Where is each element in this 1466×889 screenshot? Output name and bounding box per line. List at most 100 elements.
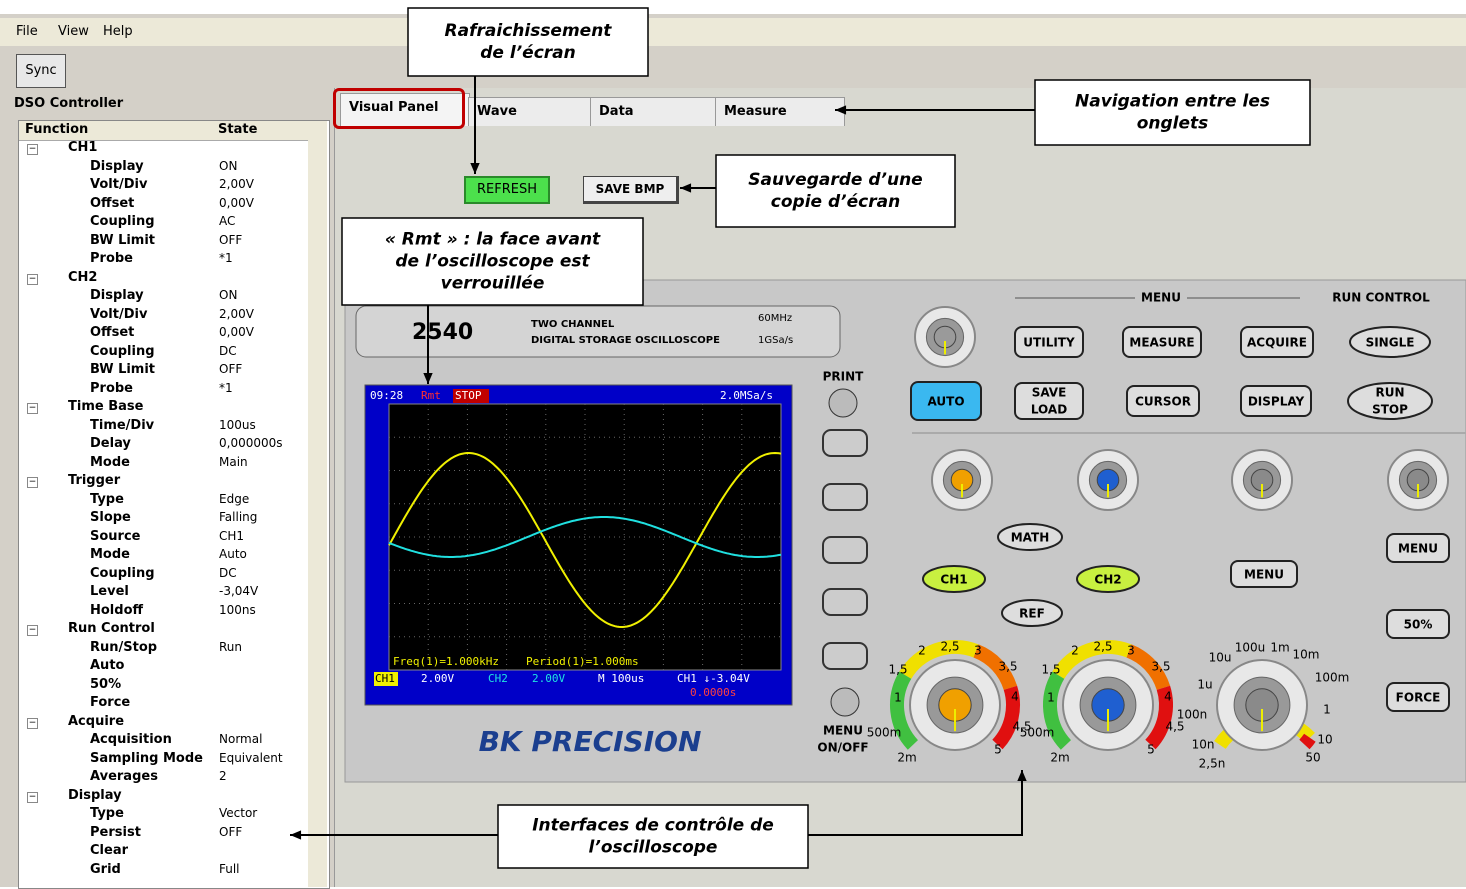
button-label: DISPLAY [1248, 395, 1305, 409]
annotation-box [716, 155, 955, 227]
dial-arc [1304, 738, 1309, 745]
label: MENU [823, 724, 863, 738]
dial-label: 5 [994, 743, 1002, 757]
dial-label: 3,5 [1151, 660, 1170, 674]
button-label: CURSOR [1135, 395, 1191, 409]
dial-label: 10 [1317, 733, 1332, 747]
dial-label: 1 [1323, 703, 1331, 717]
dial-label: 3 [1127, 644, 1135, 658]
annotation-box [498, 805, 808, 868]
annotation-text: de l’oscilloscope est [395, 252, 590, 272]
dial-label: 2,5 [940, 640, 959, 654]
dial-label: 500m [1020, 726, 1055, 740]
button-label: CH2 [1094, 573, 1121, 587]
arrow-head [835, 105, 846, 114]
screen-text: 0.0000s [690, 686, 736, 699]
label: PRINT [823, 370, 865, 384]
brand: BK PRECISION [479, 725, 702, 758]
button-label: UTILITY [1023, 336, 1075, 350]
button-label: MENU [1398, 542, 1438, 556]
dial-label: 2 [918, 644, 926, 658]
screen-text: 09:28 [370, 389, 403, 402]
button-label: RUN [1375, 386, 1404, 400]
annotation-text: Rafraichissement [445, 21, 613, 41]
dial-label: 10n [1192, 738, 1215, 752]
button-label: LOAD [1031, 403, 1067, 417]
button-label: MEASURE [1129, 336, 1194, 350]
dial-label: 4,5 [1165, 720, 1184, 734]
screen-text: STOP [455, 389, 482, 402]
button-label: MATH [1011, 531, 1050, 545]
dial-label: 100n [1177, 708, 1208, 722]
dial-label: 4 [1164, 690, 1172, 704]
annotation-text: l’oscilloscope [589, 838, 718, 858]
arrow-head [680, 183, 691, 192]
button-label: CH1 [940, 573, 967, 587]
dial-label: 50 [1305, 751, 1320, 765]
button-label: SINGLE [1366, 336, 1415, 350]
label: MENU [1141, 291, 1181, 305]
label: ON/OFF [817, 741, 868, 755]
annotation-text: Interfaces de contrôle de [532, 816, 774, 836]
dial-label: 1 [894, 691, 902, 705]
arrow-head [470, 163, 479, 174]
button-label: FORCE [1396, 691, 1441, 705]
dial-label: 2 [1071, 644, 1079, 658]
annotation-text: Navigation entre les [1075, 92, 1270, 112]
overlay: 2540 TWO CHANNEL DIGITAL STORAGE OSCILLOSC… [0, 0, 1466, 887]
dial-label: 1u [1197, 678, 1212, 692]
dial-label: 100u [1235, 641, 1266, 655]
screen-text: CH1 [375, 672, 395, 685]
soft-key[interactable] [823, 430, 867, 456]
page: FileViewHelpSyncDSO ControllerFunctionSt… [0, 0, 1466, 887]
desc: DIGITAL STORAGE OSCILLOSCOPE [531, 335, 720, 346]
button-label: 50% [1404, 618, 1433, 632]
button-label: AUTO [927, 395, 964, 409]
dial-label: 1m [1270, 641, 1289, 655]
button-label: ACQUIRE [1247, 336, 1307, 350]
desc: TWO CHANNEL [531, 319, 615, 330]
dial-label: 1,5 [1041, 663, 1060, 677]
screen-text: M 100us [598, 672, 644, 685]
soft-key[interactable] [823, 484, 867, 510]
dial-label: 2m [897, 751, 916, 765]
screen-text: Freq(1)=1.000kHz [393, 655, 499, 668]
annotation-box [1035, 80, 1310, 145]
button-label: MENU [1244, 568, 1284, 582]
model: 2540 [412, 320, 473, 345]
button-label: REF [1019, 607, 1045, 621]
dial-label: 10m [1293, 648, 1320, 662]
button-label: STOP [1372, 403, 1408, 417]
annotation-box [408, 8, 648, 76]
annotation-text: Sauvegarde d’une [748, 170, 922, 190]
print-button[interactable] [829, 389, 857, 417]
dial-label: 3,5 [998, 660, 1017, 674]
screen-text: Rmt [421, 389, 441, 402]
soft-key[interactable] [823, 537, 867, 563]
menu-onoff-button[interactable] [831, 688, 859, 716]
annotation-text: verrouillée [441, 274, 545, 294]
screen-text: 2.00V [532, 672, 565, 685]
dial-label: 2m [1050, 751, 1069, 765]
button-label: SAVE [1032, 386, 1067, 400]
screen-text: 2.00V [421, 672, 454, 685]
label: RUN CONTROL [1332, 291, 1430, 305]
rate: 1GSa/s [758, 335, 793, 346]
dial-label: 10u [1209, 651, 1232, 665]
annotation-text: « Rmt » : la face avant [385, 230, 601, 250]
dial-label: 2,5 [1093, 640, 1112, 654]
dial-label: 1,5 [888, 663, 907, 677]
arrow-head [290, 830, 301, 839]
dial-label: 3 [974, 644, 982, 658]
annotation-text: de l’écran [480, 43, 575, 63]
dial-label: 1 [1047, 691, 1055, 705]
dial-label: 2,5n [1199, 757, 1226, 771]
annotation-text: onglets [1137, 114, 1209, 134]
soft-key[interactable] [823, 643, 867, 669]
annotation-text: copie d’écran [771, 192, 900, 212]
dial-label: 4 [1011, 690, 1019, 704]
dial-label: 100m [1315, 671, 1350, 685]
bandwidth: 60MHz [758, 313, 792, 324]
screen-text: Period(1)=1.000ms [526, 655, 639, 668]
soft-key[interactable] [823, 589, 867, 615]
